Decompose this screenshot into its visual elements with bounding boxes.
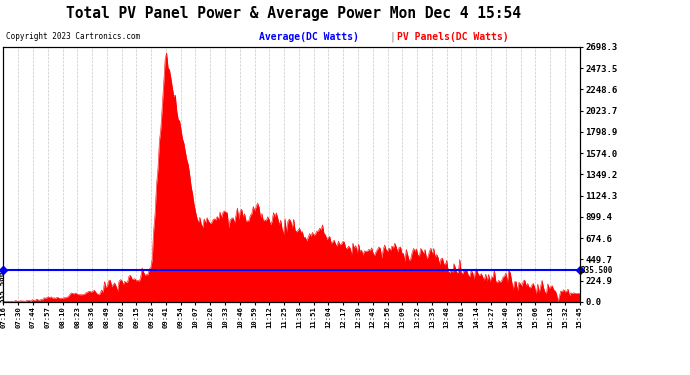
Text: 335.500: 335.500 — [581, 266, 613, 274]
Text: Average(DC Watts): Average(DC Watts) — [259, 32, 359, 42]
Text: Copyright 2023 Cartronics.com: Copyright 2023 Cartronics.com — [6, 32, 139, 41]
Text: |: | — [390, 32, 396, 42]
Text: 335.500: 335.500 — [0, 270, 7, 303]
Text: PV Panels(DC Watts): PV Panels(DC Watts) — [397, 32, 509, 42]
Text: Total PV Panel Power & Average Power Mon Dec 4 15:54: Total PV Panel Power & Average Power Mon… — [66, 6, 521, 21]
